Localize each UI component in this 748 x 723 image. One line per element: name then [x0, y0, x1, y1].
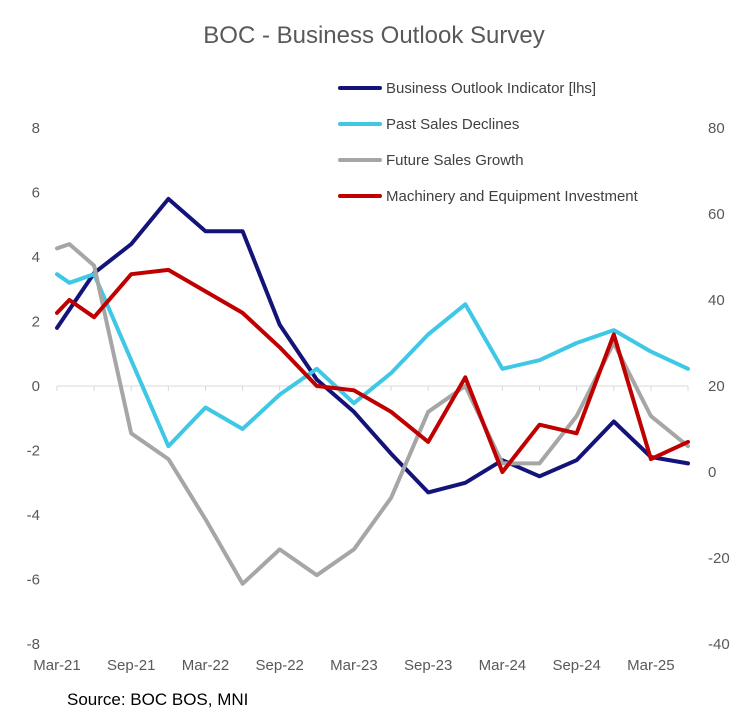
x-tick-label: Mar-24: [479, 657, 527, 674]
y-right-tick-label: 20: [708, 378, 725, 395]
y-right-tick-label: 40: [708, 292, 725, 309]
series-line-3: [55, 242, 690, 586]
x-tick-label: Mar-25: [627, 657, 675, 674]
legend: Business Outlook Indicator [lhs] Past Sal…: [338, 80, 639, 205]
legend-label-4: Machinery and Equipment Investment: [386, 188, 639, 205]
x-tick-label: Mar-21: [33, 657, 81, 674]
x-tick-label: Mar-23: [330, 657, 378, 674]
legend-label-1: Business Outlook Indicator [lhs]: [386, 80, 596, 97]
x-tick-label: Sep-21: [107, 657, 155, 674]
legend-label-2: Past Sales Declines: [386, 116, 519, 133]
y-left-tick-label: -6: [27, 572, 40, 589]
x-tick-label: Sep-24: [552, 657, 600, 674]
y-left-tick-label: -2: [27, 443, 40, 460]
y-left-tick-label: 8: [32, 120, 40, 137]
y-right-tick-label: 60: [708, 206, 725, 223]
x-tick-label: Sep-22: [256, 657, 304, 674]
y-left-tick-label: 6: [32, 185, 40, 202]
chart-title: BOC - Business Outlook Survey: [203, 22, 544, 49]
y-right-tick-label: -20: [708, 550, 730, 567]
series-line-4: [55, 267, 690, 474]
legend-label-3: Future Sales Growth: [386, 152, 524, 169]
y-left-tick-label: -4: [27, 507, 40, 524]
x-tick-label: Sep-23: [404, 657, 452, 674]
series-line-2: [55, 272, 690, 449]
y-left-tick-label: 4: [32, 249, 40, 266]
y-left-tick-label: 0: [32, 378, 40, 395]
y-right-tick-label: -40: [708, 636, 730, 653]
y-left-tick-label: -8: [27, 636, 40, 653]
x-tick-label: Mar-22: [182, 657, 230, 674]
source-note: Source: BOC BOS, MNI: [67, 690, 248, 709]
y-right-tick-label: 0: [708, 464, 716, 481]
series-line-1: [55, 196, 690, 495]
y-right-tick-label: 80: [708, 120, 725, 137]
series-layer: [55, 196, 690, 586]
y-left-tick-label: 2: [32, 314, 40, 331]
